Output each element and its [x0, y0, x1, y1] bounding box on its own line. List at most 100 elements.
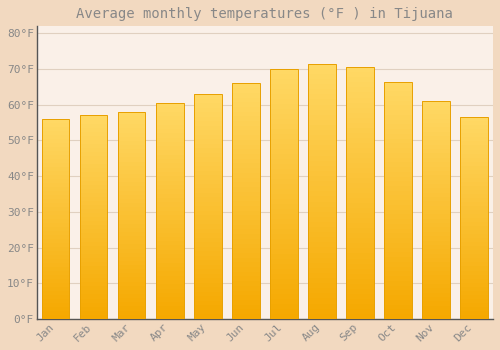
Bar [42, 303, 70, 307]
Bar [156, 241, 184, 245]
Bar [42, 195, 70, 199]
Bar [422, 162, 450, 167]
Bar [232, 145, 260, 149]
Bar [422, 240, 450, 245]
Bar [308, 64, 336, 319]
Bar [346, 309, 374, 314]
Bar [80, 144, 108, 148]
Bar [308, 125, 336, 130]
Bar [270, 129, 297, 134]
Bar [156, 163, 184, 168]
Bar [384, 295, 411, 300]
Bar [422, 149, 450, 153]
Bar [42, 139, 70, 143]
Bar [42, 207, 70, 211]
Bar [270, 169, 297, 174]
Bar [118, 286, 146, 290]
Bar [80, 124, 108, 128]
Bar [232, 267, 260, 272]
Bar [270, 279, 297, 284]
Bar [42, 223, 70, 227]
Bar [422, 101, 450, 106]
Bar [384, 148, 411, 153]
Bar [194, 99, 222, 103]
Bar [118, 199, 146, 203]
Bar [384, 82, 411, 86]
Bar [460, 287, 487, 290]
Bar [346, 67, 374, 319]
Bar [422, 101, 450, 319]
Bar [346, 279, 374, 284]
Bar [270, 244, 297, 249]
Bar [194, 202, 222, 206]
Bar [346, 253, 374, 259]
Bar [460, 162, 487, 166]
Bar [232, 211, 260, 215]
Bar [384, 158, 411, 162]
Bar [384, 314, 411, 319]
Bar [422, 197, 450, 201]
Bar [460, 206, 487, 210]
Bar [384, 267, 411, 272]
Bar [156, 310, 184, 315]
Bar [194, 157, 222, 161]
Bar [194, 274, 222, 278]
Bar [232, 131, 260, 135]
Bar [232, 225, 260, 229]
Bar [270, 269, 297, 274]
Bar [156, 146, 184, 150]
Bar [460, 311, 487, 315]
Bar [460, 218, 487, 222]
Bar [118, 219, 146, 224]
Bar [270, 289, 297, 294]
Bar [80, 120, 108, 124]
Bar [422, 193, 450, 197]
Bar [194, 233, 222, 238]
Bar [194, 153, 222, 157]
Bar [270, 84, 297, 89]
Bar [422, 210, 450, 215]
Bar [118, 190, 146, 195]
Bar [232, 253, 260, 258]
Bar [346, 314, 374, 319]
Bar [308, 145, 336, 150]
Bar [156, 211, 184, 215]
Bar [194, 238, 222, 243]
Bar [384, 162, 411, 167]
Bar [80, 270, 108, 274]
Bar [232, 196, 260, 201]
Bar [232, 215, 260, 220]
Bar [232, 201, 260, 206]
Bar [270, 264, 297, 269]
Bar [422, 106, 450, 110]
Bar [42, 279, 70, 283]
Bar [80, 213, 108, 217]
Bar [308, 222, 336, 227]
Bar [42, 283, 70, 287]
Bar [194, 251, 222, 256]
Bar [232, 248, 260, 253]
Bar [460, 230, 487, 234]
Bar [156, 215, 184, 219]
Bar [384, 304, 411, 309]
Bar [384, 143, 411, 148]
Bar [460, 174, 487, 178]
Bar [346, 289, 374, 294]
Bar [156, 232, 184, 237]
Bar [460, 149, 487, 154]
Bar [460, 315, 487, 319]
Bar [42, 175, 70, 179]
Bar [270, 254, 297, 259]
Bar [308, 191, 336, 196]
Bar [194, 243, 222, 247]
Bar [42, 235, 70, 239]
Bar [384, 219, 411, 224]
Bar [118, 153, 146, 158]
Bar [118, 174, 146, 178]
Bar [460, 125, 487, 130]
Bar [232, 276, 260, 281]
Bar [346, 163, 374, 168]
Bar [194, 180, 222, 184]
Bar [194, 130, 222, 134]
Bar [118, 290, 146, 294]
